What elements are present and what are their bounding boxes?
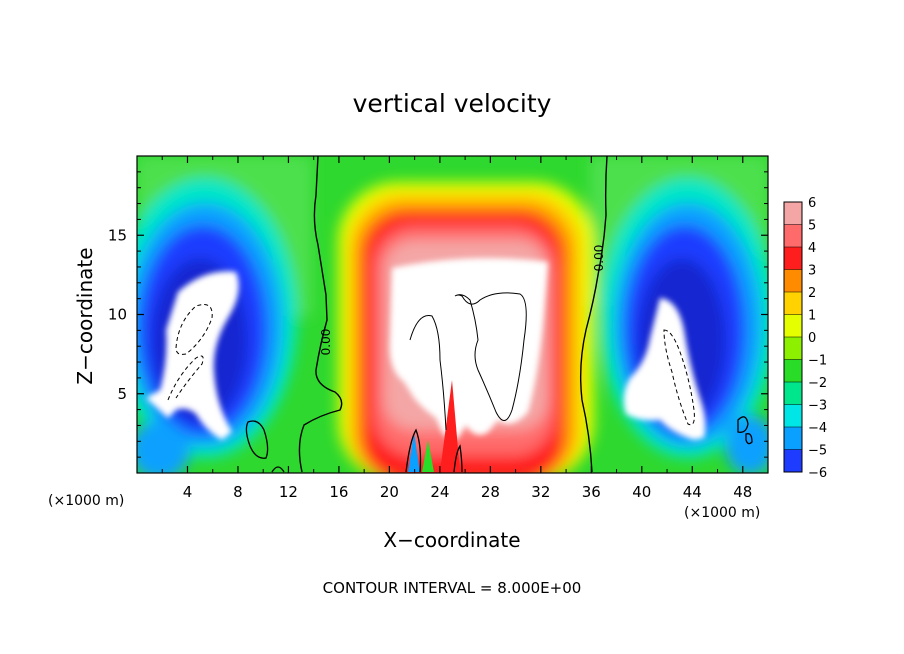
x-tick-label: 32 [531, 483, 550, 501]
x-tick-label: 24 [430, 483, 449, 501]
colorbar-label: −3 [808, 399, 827, 414]
y-axis-label: Z−coordinate [73, 247, 97, 384]
colorbar-swatch [784, 404, 802, 428]
right-dashed-contour [663, 329, 695, 426]
right-downdraft-core [623, 298, 706, 440]
colorbar-swatch [784, 247, 802, 270]
left-dashed-contour [175, 304, 213, 355]
x-tick-label: 16 [329, 483, 348, 501]
zero-contour-right [579, 156, 608, 473]
y-tick-label: 15 [108, 226, 127, 244]
colorbar-label: 2 [808, 286, 816, 301]
colorbar-label: −5 [808, 444, 827, 459]
x-tick-label: 28 [481, 483, 500, 501]
colorbar-label: 4 [808, 241, 816, 256]
colorbar-swatch [784, 337, 802, 360]
colorbar-swatch [784, 449, 802, 473]
colorbar-swatch [784, 427, 802, 450]
x-axis-label: X−coordinate [383, 528, 520, 552]
x-tick-label: 20 [380, 483, 399, 501]
small-contour-1 [245, 420, 269, 459]
contour-label-right: 0.00 [592, 245, 606, 272]
colorbar-label: 0 [808, 331, 816, 346]
colorbar-label: −6 [808, 466, 827, 481]
colorbar-swatch [784, 224, 802, 248]
chart-title: vertical velocity [353, 89, 552, 118]
colorbar-swatch [784, 382, 802, 405]
x-tick-label: 4 [183, 483, 193, 501]
x-tick-label: 12 [279, 483, 298, 501]
contour-interval-note: CONTOUR INTERVAL = 8.000E+00 [323, 579, 582, 597]
x-axis: 4 8 12 16 20 24 28 32 36 40 44 48 [161, 156, 752, 501]
colorbar-label: 6 [808, 196, 816, 211]
y-tick-label: 5 [117, 385, 127, 403]
colorbar: 6 5 4 3 2 1 0 −1 −2 −3 −4 −5 −6 [783, 196, 827, 481]
colorbar-label: 3 [808, 264, 816, 279]
colorbar-label: 5 [808, 219, 816, 234]
colorbar-label: −1 [808, 354, 827, 369]
colorbar-swatch [784, 359, 802, 383]
updraft-core [389, 258, 548, 441]
colorbar-swatch [784, 292, 802, 315]
y-axis: 5 10 15 [108, 171, 768, 458]
colorbar-swatch [784, 314, 802, 338]
plot-area [137, 156, 768, 473]
colorbar-label: −2 [808, 376, 827, 391]
updraft-contour [454, 292, 527, 421]
colorbar-label: 1 [808, 309, 816, 324]
x-tick-label: 48 [733, 483, 752, 501]
x-tick-label: 36 [582, 483, 601, 501]
x-unit-right: (×1000 m) [684, 505, 760, 521]
y-tick-label: 10 [108, 306, 127, 324]
x-tick-label: 44 [683, 483, 702, 501]
x-unit-left: (×1000 m) [48, 493, 124, 509]
zero-contour-left [298, 156, 343, 473]
colorbar-swatch [784, 269, 802, 293]
x-tick-label: 40 [632, 483, 651, 501]
x-tick-label: 8 [233, 483, 243, 501]
colorbar-swatch [784, 202, 802, 225]
contour-label-left: 0.00 [319, 329, 333, 356]
colorbar-label: −4 [808, 421, 827, 436]
